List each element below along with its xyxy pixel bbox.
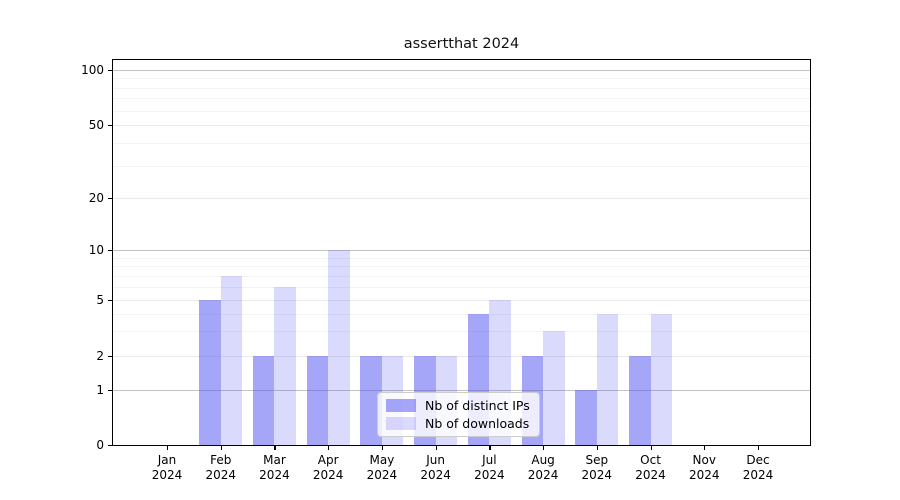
x-tick-label-jan: Jan 2024	[151, 453, 183, 482]
y-tick-5	[108, 299, 113, 301]
legend-label-downloads: Nb of downloads	[425, 416, 530, 431]
y-tick-label-5: 5	[96, 293, 104, 307]
y-tick-label-2: 2	[96, 349, 104, 363]
x-tick-aug	[543, 445, 545, 450]
y-tick-label-20: 20	[88, 191, 104, 205]
legend-swatch-downloads	[386, 417, 416, 430]
gridline-major	[113, 250, 810, 251]
bar-distinct-ips-apr	[306, 356, 329, 445]
gridline-minor	[113, 257, 810, 259]
gridline-minor	[113, 286, 810, 288]
bar-distinct-ips-feb	[199, 300, 221, 445]
bar-downloads-aug	[543, 331, 565, 445]
y-tick-0	[108, 444, 113, 446]
bar-downloads-apr	[328, 250, 350, 445]
gridline-major	[113, 390, 810, 391]
y-tick-label-10: 10	[88, 243, 104, 257]
bar-downloads-feb	[220, 275, 243, 445]
y-tick-100	[108, 69, 113, 71]
x-tick-label-may: May 2024	[366, 453, 398, 482]
x-tick-label-dec: Dec 2024	[742, 453, 774, 482]
x-tick-feb	[220, 445, 222, 450]
x-tick-apr	[328, 445, 330, 450]
x-tick-dec	[758, 445, 760, 450]
bar-downloads-sep	[596, 313, 619, 445]
x-tick-oct	[650, 445, 652, 450]
gridline-minor	[113, 78, 810, 80]
legend-label-distinct-ips: Nb of distinct IPs	[425, 398, 530, 413]
x-tick-label-aug: Aug 2024	[527, 453, 559, 482]
x-tick-sep	[596, 445, 598, 450]
gridline	[113, 125, 810, 126]
y-tick-20	[108, 197, 113, 199]
y-tick-50	[108, 124, 113, 126]
gridline-minor	[113, 142, 810, 144]
y-tick-10	[108, 249, 113, 251]
gridline-minor	[113, 110, 810, 112]
x-tick-jan	[167, 445, 169, 450]
plot-area	[113, 60, 810, 445]
x-tick-label-mar: Mar 2024	[259, 453, 290, 482]
y-tick-label-1: 1	[96, 383, 104, 397]
bar-downloads-mar	[274, 286, 296, 445]
x-tick-label-sep: Sep 2024	[581, 453, 613, 482]
y-tick-2	[108, 355, 113, 357]
legend-item-distinct-ips: Nb of distinct IPs	[386, 398, 530, 413]
y-tick-label-0: 0	[96, 438, 104, 452]
x-tick-may	[381, 445, 384, 450]
y-tick-1	[108, 389, 113, 391]
x-tick-label-oct: Oct 2024	[635, 453, 666, 482]
bar-distinct-ips-may	[360, 356, 382, 445]
gridline-minor	[113, 313, 810, 315]
legend: Nb of distinct IPs Nb of downloads	[377, 392, 540, 437]
gridline-minor	[113, 331, 810, 333]
gridline	[113, 300, 810, 301]
x-tick-jul	[489, 445, 491, 450]
bar-distinct-ips-oct	[629, 356, 651, 445]
legend-swatch-distinct-ips	[386, 399, 416, 412]
gridline-minor	[113, 87, 810, 89]
gridline	[113, 356, 810, 357]
x-tick-label-apr: Apr 2024	[312, 453, 344, 482]
gridline-minor	[113, 266, 810, 268]
bar-distinct-ips-mar	[252, 356, 275, 445]
x-tick-label-feb: Feb 2024	[205, 453, 236, 482]
x-tick-label-jul: Jul 2024	[474, 453, 505, 482]
gridline-minor	[113, 275, 810, 277]
bar-distinct-ips-sep	[575, 390, 597, 445]
gridline-major	[113, 70, 810, 71]
x-tick-label-jun: Jun 2024	[420, 453, 451, 482]
y-tick-label-50: 50	[88, 118, 104, 132]
bar-downloads-oct	[650, 313, 673, 445]
chart-title: assertthat 2024	[403, 36, 520, 52]
x-tick-mar	[274, 445, 276, 450]
legend-item-downloads: Nb of downloads	[386, 416, 530, 431]
gridline	[113, 198, 810, 199]
gridline-minor	[113, 98, 810, 100]
x-tick-jun	[435, 445, 437, 450]
x-tick-nov	[704, 445, 706, 450]
x-tick-label-nov: Nov 2024	[688, 453, 720, 482]
gridline-minor	[113, 165, 810, 167]
y-tick-label-100: 100	[81, 63, 104, 77]
